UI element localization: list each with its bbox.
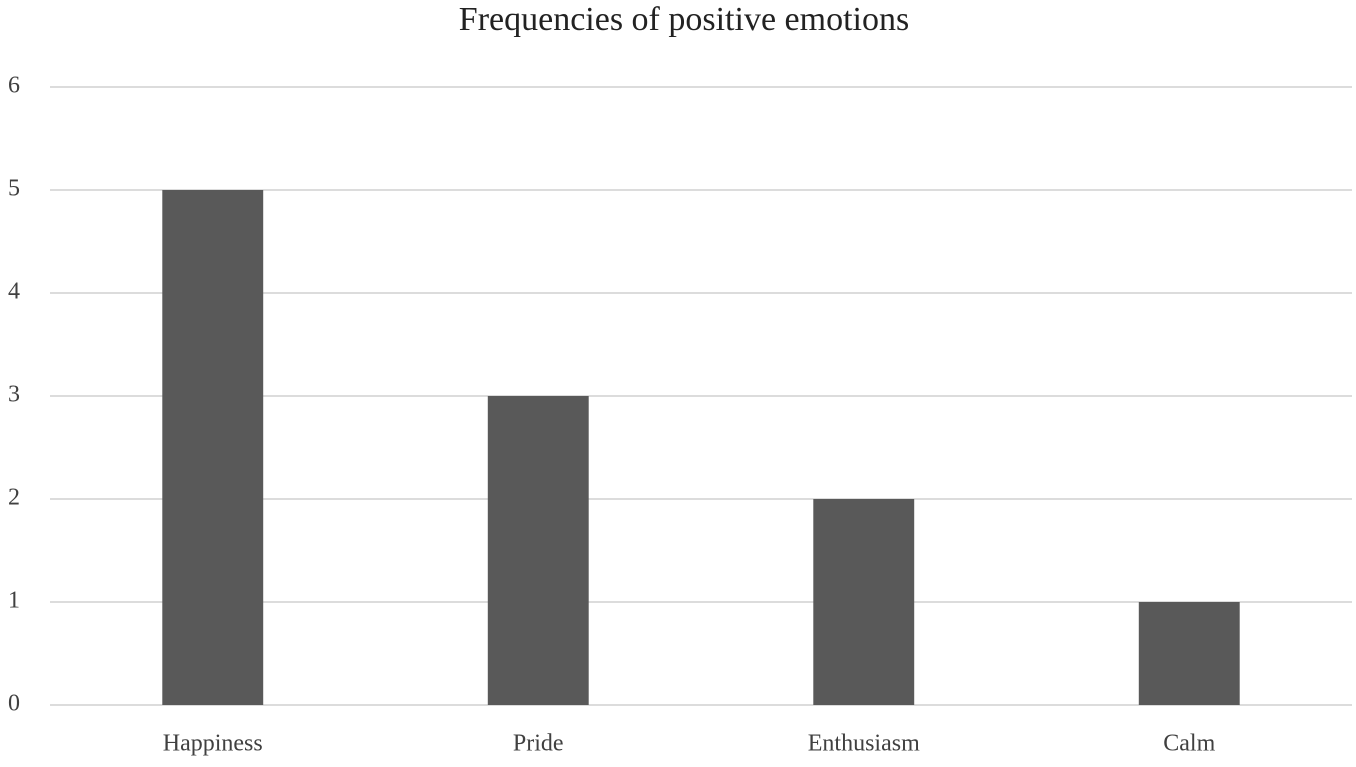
y-tick-label: 0 <box>8 691 20 717</box>
y-tick-label: 3 <box>8 382 20 408</box>
x-tick-label: Happiness <box>163 731 263 757</box>
bar <box>1138 602 1240 705</box>
y-tick-label: 5 <box>8 176 20 202</box>
y-tick-label: 2 <box>8 485 20 511</box>
y-tick-label: 1 <box>8 588 20 614</box>
x-tick-label: Enthusiasm <box>808 731 920 757</box>
bar <box>162 190 264 705</box>
bar <box>487 396 589 705</box>
y-tick-label: 6 <box>8 73 20 99</box>
bar <box>813 499 915 705</box>
y-tick-label: 4 <box>8 279 20 305</box>
x-tick-label: Calm <box>1163 731 1215 757</box>
x-tick-label: Pride <box>513 731 564 757</box>
chart-title: Frequencies of positive emotions <box>459 1 909 38</box>
